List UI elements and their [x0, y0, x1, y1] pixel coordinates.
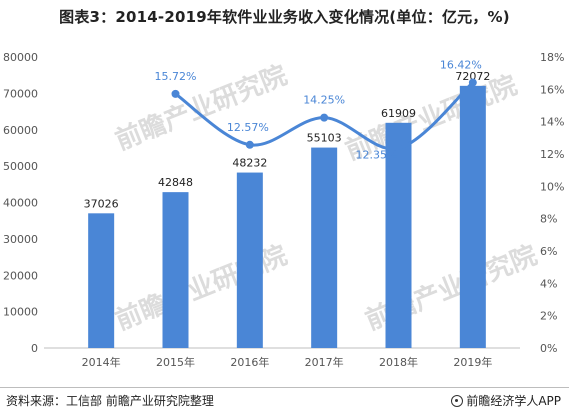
y-left-tick-label: 10000 — [3, 306, 38, 319]
bar-series: 37026 42848 48232 55103 61909 72072 — [84, 70, 490, 348]
growth-line-series: 15.72% 12.57% 14.25% 12.35% 16.42% — [155, 59, 482, 162]
bar-value-label: 72072 — [455, 70, 490, 83]
y-right-tick-label: 16% — [540, 83, 564, 96]
y-right-tick-label: 2% — [540, 310, 557, 323]
y-right-tick-label: 4% — [540, 277, 557, 290]
brand-credit: 前瞻经济学人APP — [451, 392, 561, 409]
bar — [459, 85, 486, 348]
growth-point — [394, 144, 403, 153]
y-right-tick-label: 8% — [540, 213, 557, 226]
brand-logo-icon — [451, 395, 464, 407]
y-right-tick-label: 10% — [540, 180, 564, 193]
bar-value-label: 55103 — [307, 132, 342, 145]
x-tick-label: 2019年 — [453, 355, 492, 369]
source-note: 资料来源：工信部 前瞻产业研究院整理 — [6, 394, 214, 408]
bar — [311, 147, 338, 348]
y-left-tick-label: 40000 — [3, 197, 38, 210]
bar-value-label: 42848 — [158, 176, 193, 189]
footer-divider — [0, 387, 569, 388]
bar-value-label: 61909 — [381, 107, 416, 120]
bar-value-label: 48232 — [232, 157, 267, 170]
watermark-text: 前瞻产业研究院 — [111, 60, 291, 157]
y-axis-left: 0 10000 20000 30000 40000 50000 60000 70000 8000… — [3, 51, 38, 355]
y-left-tick-label: 80000 — [3, 51, 38, 64]
x-tick-label: 2014年 — [82, 355, 121, 369]
y-left-tick-label: 70000 — [3, 87, 38, 100]
growth-point — [468, 78, 477, 87]
y-left-tick-label: 60000 — [3, 124, 38, 137]
y-right-tick-label: 0% — [540, 342, 557, 355]
x-tick-label: 2018年 — [379, 355, 418, 369]
y-right-tick-label: 12% — [540, 148, 564, 161]
bar — [88, 213, 115, 348]
y-left-tick-label: 50000 — [3, 160, 38, 173]
y-left-tick-label: 0 — [31, 342, 38, 355]
y-right-tick-label: 14% — [540, 116, 564, 129]
bar — [385, 122, 412, 348]
x-tick-label: 2017年 — [305, 355, 344, 369]
bar — [236, 172, 263, 348]
growth-value-label: 12.57% — [227, 121, 269, 134]
growth-point — [171, 89, 180, 98]
bar-value-label: 37026 — [84, 197, 119, 210]
x-tick-label: 2016年 — [230, 355, 269, 369]
y-axis-right: 0% 2% 4% 6% 8% 10% 12% 14% 16% 18% — [540, 51, 564, 355]
growth-value-label: 12.35% — [356, 148, 398, 161]
y-left-tick-label: 20000 — [3, 269, 38, 282]
growth-value-label: 16.42% — [440, 59, 482, 72]
x-tick-label: 2015年 — [156, 355, 195, 369]
y-right-tick-label: 6% — [540, 245, 557, 258]
growth-point — [320, 113, 329, 122]
growth-value-label: 15.72% — [155, 70, 197, 83]
growth-value-label: 14.25% — [303, 94, 345, 107]
watermark-text: 前瞻产业研究院 — [111, 240, 291, 337]
growth-point — [245, 140, 254, 149]
y-left-tick-label: 30000 — [3, 233, 38, 246]
brand-label: 前瞻经济学人APP — [466, 394, 561, 408]
y-right-tick-label: 18% — [540, 51, 564, 64]
x-axis: 2014年 2015年 2016年 2017年 2018年 2019年 — [44, 347, 520, 369]
chart-title: 图表3：2014-2019年软件业业务收入变化情况(单位：亿元，%) — [59, 8, 510, 26]
bar — [162, 192, 189, 348]
